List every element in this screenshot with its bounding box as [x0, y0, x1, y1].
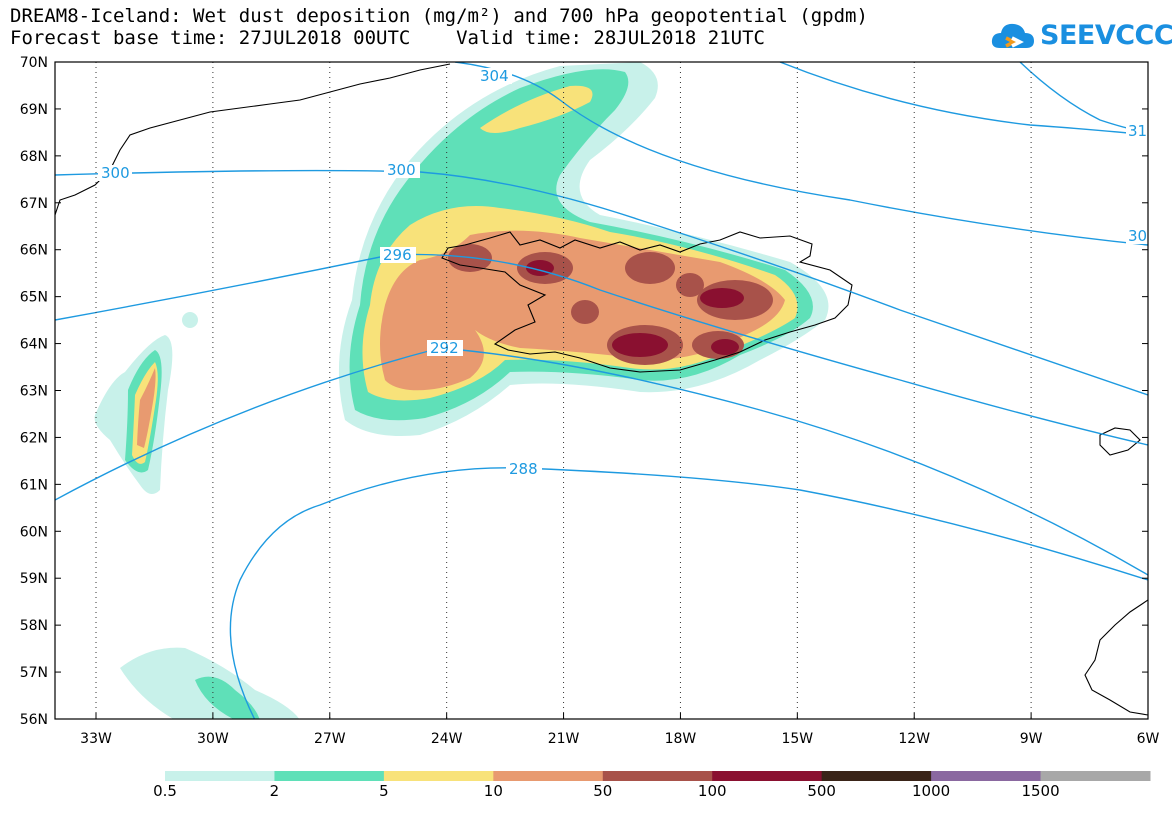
contour-304 [454, 62, 1148, 246]
lon-label: 21W [548, 731, 580, 747]
lat-label: 57N [20, 665, 48, 681]
colorbar-label: 100 [697, 782, 727, 800]
contour-label-30: 30 [1128, 227, 1147, 245]
lat-label: 68N [20, 149, 48, 165]
lon-label: 24W [431, 731, 463, 747]
colorbar-swatch [602, 771, 713, 781]
map-frame [54, 61, 1149, 720]
lon-label: 18W [665, 731, 697, 747]
coastlines [55, 63, 1148, 716]
latitude-labels: 70N 69N 68N 67N 66N 65N 64N 63N 62N 61N 60N 59N 58N 5… [20, 55, 48, 728]
lon-label: 6W [1137, 731, 1160, 747]
lat-label: 67N [20, 196, 48, 212]
contour-label-31: 31 [1128, 122, 1147, 140]
contour-label-292: 292 [430, 339, 459, 357]
lat-label: 64N [20, 337, 48, 353]
lon-label: 30W [197, 731, 229, 747]
colorbar-swatch [931, 771, 1042, 781]
lon-label: 33W [80, 731, 112, 747]
lon-label: 9W [1020, 731, 1043, 747]
contour-label-300a: 300 [101, 164, 130, 182]
contour-296 [55, 253, 1148, 446]
western-plume-10 [137, 368, 156, 448]
lat-label: 63N [20, 384, 48, 400]
colorbar-label: 500 [807, 782, 836, 800]
colorbar-label: 2 [269, 782, 280, 800]
contour-label-300b: 300 [387, 161, 416, 179]
axis-ticks [55, 61, 1149, 720]
colorbar-label: 10 [483, 782, 503, 800]
lat-label: 69N [20, 102, 48, 118]
lat-label: 61N [20, 477, 48, 493]
longitude-labels: 33W 30W 27W 24W 21W 18W 15W 12W 9W 6W [80, 731, 1159, 747]
colorbar-swatch [1040, 771, 1151, 781]
contour-292 [55, 347, 1148, 576]
western-dot [182, 312, 198, 328]
contour-31x [779, 62, 1148, 136]
colorbar-label: 0.5 [153, 782, 177, 800]
dust-deposition-field [94, 62, 829, 719]
colorbar-label: 50 [593, 782, 613, 800]
lat-label: 59N [20, 571, 48, 587]
colorbar-swatch [383, 771, 494, 781]
contour-labels: 304 300 300 296 292 288 31 30 [98, 67, 1148, 478]
colorbar-label: 1500 [1021, 782, 1060, 800]
colorbar-label: 5 [379, 782, 389, 800]
colorbar-label: 1000 [912, 782, 951, 800]
lat-label: 56N [20, 712, 48, 728]
faroe-coastline [1099, 427, 1141, 456]
colorbar-swatch [493, 771, 604, 781]
southwest-plume-2 [195, 676, 260, 719]
lat-label: 65N [20, 290, 48, 306]
colorbar-swatch [274, 771, 385, 781]
logo-text: SEEVCCC [1040, 20, 1174, 51]
colorbar-swatch [712, 771, 823, 781]
colorbar-swatch [165, 771, 275, 781]
contour-label-288: 288 [509, 460, 538, 478]
contour-300 [55, 169, 1148, 396]
contour-label-304: 304 [480, 67, 509, 85]
colorbar [165, 771, 1151, 781]
lon-label: 15W [781, 731, 813, 747]
iceland-coastline [441, 231, 853, 373]
cloud-icon [991, 23, 1034, 48]
map-title: DREAM8-Iceland: Wet dust deposition (mg/… [10, 5, 868, 27]
seevccc-logo: SEEVCCC [990, 18, 1174, 58]
deposition-5-patch [480, 85, 593, 133]
lat-label: 62N [20, 430, 48, 446]
map-subtitle: Forecast base time: 27JUL2018 00UTC Vali… [10, 27, 765, 49]
geopotential-contours [55, 62, 1148, 719]
lat-label: 70N [20, 55, 48, 71]
lat-label: 66N [20, 243, 48, 259]
lon-label: 12W [898, 731, 930, 747]
scandinavia-coastline [1084, 599, 1148, 716]
lat-label: 58N [20, 618, 48, 634]
greenland-coastline [55, 63, 451, 216]
contour-288 [229, 467, 1148, 719]
contour-label-296: 296 [383, 246, 412, 264]
lon-label: 27W [314, 731, 346, 747]
lat-label: 60N [20, 524, 48, 540]
colorbar-swatch [821, 771, 932, 781]
